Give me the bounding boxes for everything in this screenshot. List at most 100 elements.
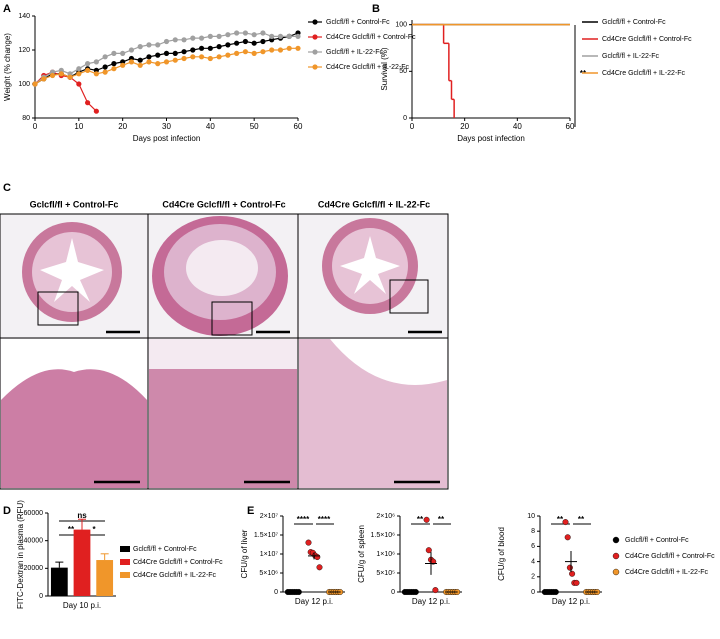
legend-marker [312, 64, 318, 70]
point [198, 45, 205, 51]
point [102, 54, 108, 60]
x-tick-label: 60 [566, 122, 575, 131]
point [120, 50, 126, 57]
point [93, 108, 99, 114]
y-tick-label: 5×10⁵ [376, 570, 395, 577]
annotation: **** [297, 515, 310, 524]
point [242, 30, 248, 36]
point [286, 33, 292, 40]
lumen [149, 339, 297, 369]
y-tick-label: 80 [22, 115, 30, 122]
point [41, 76, 47, 82]
point [67, 74, 73, 80]
point [190, 35, 196, 41]
tissue [1, 369, 147, 488]
y-tick-label: 2×10⁷ [260, 513, 279, 520]
legend-marker [612, 536, 620, 544]
point [181, 37, 187, 43]
y-tick-label: 2 [531, 574, 535, 581]
x-tick-label: 20 [118, 122, 127, 131]
point [137, 44, 143, 50]
point [146, 54, 152, 60]
point [85, 61, 91, 67]
annotation: ** [68, 525, 75, 534]
category-label: Day 12 p.i. [412, 597, 450, 606]
histology-title: Cd4Cre Gclcfl/fl + IL-22-Fc [318, 199, 430, 209]
point [111, 66, 117, 72]
annotation: ** [417, 515, 424, 524]
category-label: Day 12 p.i. [552, 597, 590, 606]
panel-letter: A [3, 3, 11, 15]
lumen [330, 339, 447, 385]
point [146, 42, 152, 48]
point [111, 61, 117, 67]
panel-letter: E [247, 505, 254, 517]
point [269, 47, 275, 53]
point [251, 32, 257, 38]
legend-label: Cd4Cre Gclcfl/fl + IL-22-Fc [133, 572, 217, 579]
point [146, 59, 152, 65]
legend-label: Cd4Cre Gclcfl/fl + Control-Fc [602, 36, 692, 43]
point [207, 45, 213, 51]
dot [423, 516, 430, 523]
point [260, 38, 266, 45]
legend-label: Cd4Cre Gclcfl/fl + IL-22-Fc [602, 70, 686, 77]
y-axis-label: CFU/g of spleen [357, 525, 366, 583]
y-tick-label: 2×10⁶ [376, 513, 395, 520]
point [93, 71, 99, 77]
point [93, 59, 99, 65]
point [251, 50, 257, 57]
legend-marker [312, 49, 318, 55]
legend-marker [612, 568, 620, 576]
y-axis-label: Survival (%) [380, 47, 389, 90]
point [163, 38, 170, 45]
y-tick-label: 0 [39, 593, 43, 600]
point [172, 37, 178, 43]
lumen [186, 240, 258, 296]
panel-letter: D [3, 505, 11, 517]
dot [425, 547, 432, 554]
point [76, 66, 82, 72]
y-axis-label: CFU/g of liver [240, 529, 249, 578]
legend-label: Gclcfl/fl + Control-Fc [602, 19, 666, 26]
bar [96, 560, 114, 596]
x-tick-label: 0 [33, 122, 38, 131]
point [225, 52, 231, 58]
legend-swatch [120, 546, 130, 552]
point [85, 100, 91, 106]
point [76, 71, 82, 77]
y-tick-label: 1×10⁶ [376, 551, 395, 558]
dot [314, 554, 321, 561]
point [234, 30, 240, 36]
point [242, 38, 248, 45]
point [242, 49, 248, 55]
y-tick-label: 1×10⁷ [260, 551, 279, 558]
legend-label: Gclcfl/fl + Control-Fc [625, 537, 689, 544]
legend-label: Gclcfl/fl + IL-22-Fc [326, 49, 383, 56]
point [190, 54, 196, 60]
point [277, 33, 284, 40]
point [32, 81, 38, 87]
dot [562, 519, 569, 526]
y-axis-label: CFU/g of blood [497, 527, 506, 581]
lumen [1, 339, 147, 400]
dot [432, 587, 439, 594]
point [207, 55, 213, 62]
x-tick-label: 40 [206, 122, 215, 131]
bar [50, 567, 68, 596]
point [181, 55, 187, 62]
y-tick-label: 60000 [24, 510, 44, 517]
point [216, 33, 222, 40]
point [58, 71, 64, 77]
point [295, 33, 301, 40]
x-axis-label: Days post infection [457, 134, 525, 143]
legend-swatch [120, 572, 130, 578]
panel-letter: B [372, 3, 380, 15]
point [172, 57, 178, 63]
y-tick-label: 100 [395, 22, 407, 29]
point [216, 44, 222, 50]
point [207, 33, 213, 40]
point [137, 62, 143, 68]
y-tick-label: 140 [18, 13, 30, 20]
y-tick-label: 10 [527, 513, 535, 520]
